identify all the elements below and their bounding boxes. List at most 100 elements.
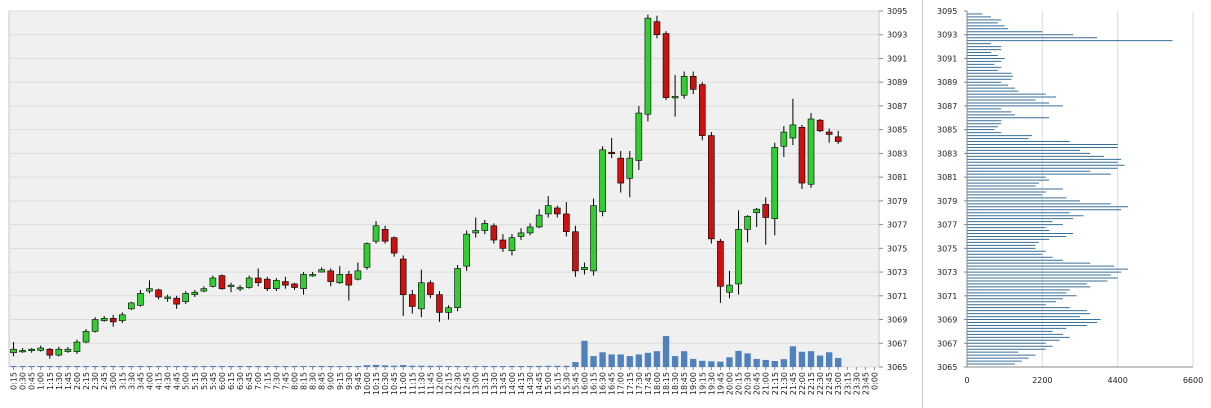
candle-up: [463, 233, 470, 267]
time-tick-label: 13:15: [481, 372, 490, 395]
volume-bar: [128, 366, 135, 367]
candle-up: [517, 232, 525, 237]
candles: [10, 14, 842, 359]
time-axis: 0:15 0:30 0:45 1:00 1:15 1:30 1:45 2:00 2:15 2:30…: [10, 367, 879, 395]
candle-down: [825, 131, 833, 135]
time-tick-label: 18:00: [653, 372, 662, 395]
time-tick-label: 13:00: [472, 372, 481, 395]
volume-bar: [726, 357, 733, 367]
volume-bar: [64, 366, 72, 367]
volume-bar: [37, 366, 44, 367]
candle-up: [191, 291, 199, 295]
candle-up: [200, 288, 208, 292]
price-tick-label: 3071: [887, 292, 907, 301]
volume-bar: [273, 366, 280, 367]
candle-up: [472, 230, 480, 234]
candle-down: [653, 21, 661, 36]
time-tick-label: 17:15: [626, 372, 635, 395]
candle-up: [771, 147, 779, 219]
candle-up: [581, 267, 588, 270]
volume-bar: [10, 366, 17, 367]
time-tick-label: 3:45: [136, 372, 145, 390]
price-tick-label: 3083: [887, 149, 907, 158]
profile-price-label: 3077: [937, 221, 957, 230]
candle-up: [28, 348, 35, 352]
time-tick-label: 6:15: [227, 372, 236, 390]
time-tick-label: 7:00: [254, 372, 263, 390]
volume-bar: [472, 366, 479, 367]
price-gridlines: [9, 10, 879, 368]
price-tick-label: 3073: [887, 268, 907, 277]
candle-up: [780, 131, 788, 147]
time-tick-label: 12:45: [463, 372, 472, 395]
candle-down: [155, 289, 162, 298]
candle-down: [282, 281, 289, 286]
candle-up: [680, 75, 688, 96]
time-tick-label: 5:00: [182, 372, 191, 390]
candle-up: [236, 287, 244, 290]
volume-bar: [762, 359, 769, 367]
time-tick-label: 8:45: [318, 372, 327, 390]
candle-up: [182, 293, 190, 303]
volume-bar: [245, 366, 253, 367]
time-tick-label: 2:45: [100, 372, 109, 390]
volume-bar: [119, 366, 126, 367]
time-tick-label: 6:00: [218, 372, 227, 390]
candle-up: [526, 226, 534, 234]
volume-bar: [55, 366, 63, 367]
volume-bar: [236, 366, 244, 367]
candle-down: [608, 151, 615, 155]
volume-bar: [662, 335, 670, 367]
candle-down: [254, 277, 262, 284]
candle-up: [10, 348, 17, 354]
candle-up: [644, 17, 652, 115]
profile-volume-label: 2200: [1032, 376, 1052, 385]
price-tick-label: 3075: [887, 244, 907, 253]
candle-down: [327, 270, 335, 282]
volume-bar: [499, 366, 507, 367]
profile-volume-axis: 0 2200 4400 6600: [964, 11, 1203, 385]
candle-up: [37, 347, 45, 351]
time-tick-label: 18:30: [671, 372, 680, 395]
price-tick-label: 3067: [887, 339, 907, 348]
volume-bar: [82, 366, 90, 367]
candle-down: [46, 348, 54, 356]
profile-price-label: 3069: [937, 316, 957, 325]
time-tick-label: 0:45: [28, 372, 37, 390]
volume-bar: [753, 358, 760, 367]
price-tick-label: 3091: [887, 54, 907, 63]
volume-bar: [617, 354, 624, 367]
time-tick-label: 3:00: [109, 372, 118, 390]
time-tick-label: 2:30: [91, 372, 100, 390]
profile-bars: [967, 13, 1173, 368]
candle-down: [698, 84, 706, 136]
volume-bar: [744, 353, 751, 367]
candle-down: [427, 282, 434, 295]
volume-bar: [173, 366, 180, 367]
volume-bar: [300, 366, 307, 367]
volume-bar: [182, 366, 189, 367]
volume-bar: [690, 358, 697, 367]
time-tick-label: 0:30: [19, 372, 28, 390]
volume-bar: [717, 361, 724, 367]
profile-price-label: 3073: [937, 268, 957, 277]
time-tick-label: 4:45: [173, 372, 182, 390]
time-tick-label: 14:15: [517, 372, 526, 395]
candle-down: [617, 157, 625, 184]
time-tick-label: 18:15: [662, 372, 671, 395]
time-tick-label: 1:30: [55, 372, 64, 390]
volume-bar: [708, 361, 715, 367]
profile-price-label: 3093: [937, 31, 957, 40]
time-tick-label: 0:15: [10, 372, 19, 390]
candle-up: [273, 280, 280, 289]
candle-up: [300, 274, 307, 289]
candle-down: [572, 231, 579, 272]
price-plot-area: [8, 10, 880, 368]
time-tick-label: 16:00: [580, 372, 589, 395]
time-tick-label: 11:45: [426, 372, 435, 395]
time-tick-label: 23:15: [843, 372, 852, 395]
time-tick-label: 11:30: [417, 372, 426, 395]
time-tick-label: 19:30: [707, 372, 716, 395]
time-tick-label: 21:30: [780, 372, 789, 395]
candle-down: [689, 75, 697, 90]
